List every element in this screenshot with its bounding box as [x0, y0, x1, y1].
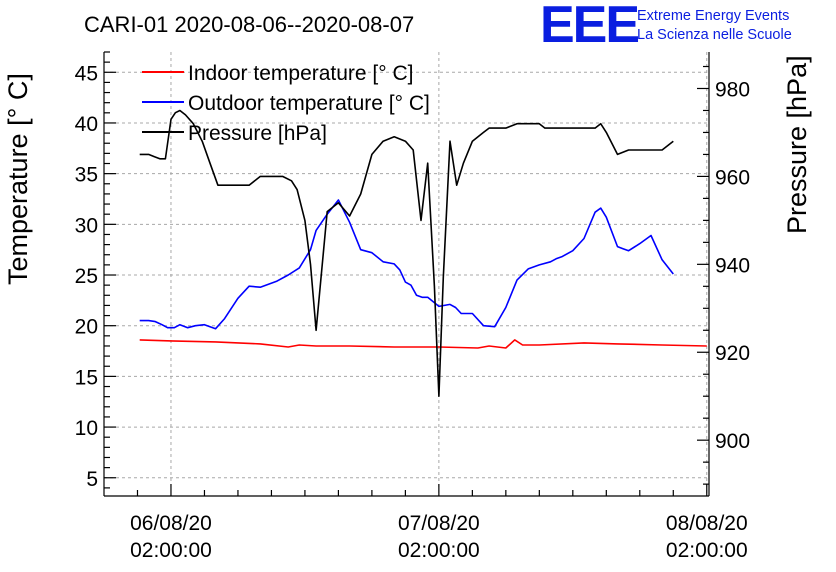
eee-logo: EEE Extreme Energy Events La Scienza nel…	[540, 0, 792, 54]
y-left-tick-label: 25	[75, 265, 98, 288]
y-left-tick-label: 10	[75, 417, 98, 440]
y-right-axis-title: Pressure [hPa]	[782, 55, 812, 234]
legend-label-pressure: Pressure [hPa]	[188, 122, 327, 145]
y-right-tick-label: 960	[715, 166, 750, 189]
legend-label-indoor: Indoor temperature [° C]	[188, 62, 414, 85]
y-right-tick-label: 940	[715, 254, 750, 277]
y-right-tick-label: 980	[715, 78, 750, 101]
y-left-tick-label: 5	[86, 468, 98, 491]
x-tick-label-date-1: 07/08/20	[398, 512, 480, 535]
logo-line-2: La Scienza nelle Scuole	[637, 27, 792, 43]
y-right-tick-label: 900	[715, 430, 750, 453]
y-left-tick-label: 15	[75, 366, 98, 389]
y-left-tick-label: 35	[75, 164, 98, 187]
x-tick-label-time-0: 02:00:00	[130, 539, 212, 562]
chart-title: CARI-01 2020-08-06--2020-08-07	[84, 12, 414, 37]
y-left-tick-label: 30	[75, 214, 98, 237]
series-line-indoor	[139, 339, 707, 349]
series-lines	[139, 109, 707, 398]
axes: 5 10 15 20 25 30 35 40 45 900 920 940 960 980 06/08/20…	[75, 51, 750, 562]
x-tick-label-time-1: 02:00:00	[398, 539, 480, 562]
y-left-tick-label: 20	[75, 316, 98, 339]
series-line-pressure	[139, 109, 674, 398]
x-tick-label-date-2: 08/08/20	[666, 512, 748, 535]
logo-line-1: Extreme Energy Events	[637, 8, 789, 24]
y-left-tick-label: 40	[75, 113, 98, 136]
x-tick-label-date-0: 06/08/20	[130, 512, 212, 535]
series-line-outdoor	[139, 199, 674, 330]
y-right-tick-label: 920	[715, 342, 750, 365]
legend: Indoor temperature [° C] Outdoor tempera…	[142, 62, 430, 145]
logo-mark: EEE	[540, 0, 638, 54]
y-left-axis-title: Temperature [° C]	[3, 73, 33, 285]
y-left-tick-label: 45	[75, 62, 98, 85]
legend-label-outdoor: Outdoor temperature [° C]	[188, 92, 430, 115]
x-tick-label-time-2: 02:00:00	[666, 539, 748, 562]
